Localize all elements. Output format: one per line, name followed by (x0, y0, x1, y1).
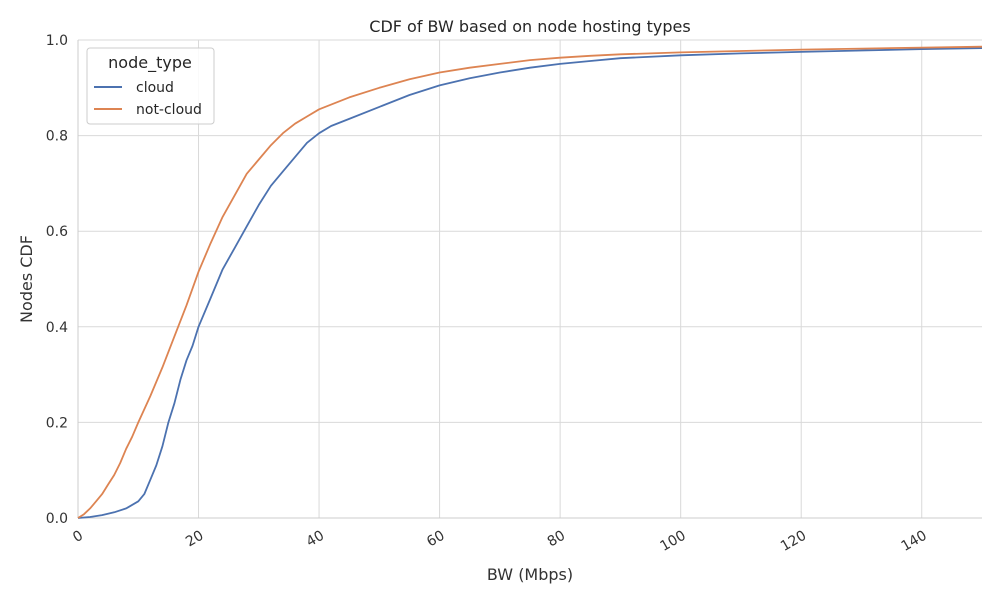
legend-label-cloud: cloud (136, 80, 174, 96)
series-lines (77, 45, 983, 519)
legend-label-not-cloud: not-cloud (136, 102, 202, 118)
x-axis-title: BW (Mbps) (487, 565, 573, 584)
y-tick-label: 1.0 (46, 33, 68, 49)
x-tick-label: 0 (70, 528, 86, 546)
y-tick-label: 0.0 (46, 511, 68, 527)
x-tick-label: 120 (778, 528, 809, 555)
x-tick-label: 40 (304, 528, 327, 551)
x-tick-label: 20 (183, 528, 206, 551)
x-tick-label: 100 (658, 528, 689, 555)
y-axis-title: Nodes CDF (17, 235, 36, 323)
x-tick-labels: 0 20 40 60 80 100 120 140 (70, 528, 929, 555)
y-tick-labels: 0.0 0.2 0.4 0.6 0.8 1.0 (46, 33, 68, 527)
legend-box (86, 47, 215, 125)
y-tick-label: 0.8 (46, 129, 68, 145)
legend: node_type cloud not-cloud (86, 47, 215, 125)
chart-title: CDF of BW based on node hosting types (369, 17, 690, 36)
x-tick-label: 80 (545, 528, 568, 551)
legend-title: node_type (108, 53, 192, 73)
grid (77, 39, 982, 519)
x-tick-label: 60 (424, 528, 447, 551)
y-tick-label: 0.4 (46, 320, 68, 336)
axes (77, 40, 982, 519)
series-line-not-cloud (77, 45, 983, 519)
series-line-cloud (77, 47, 983, 519)
y-tick-label: 0.6 (46, 224, 68, 240)
x-tick-label: 140 (899, 528, 930, 555)
y-tick-label: 0.2 (46, 415, 68, 431)
